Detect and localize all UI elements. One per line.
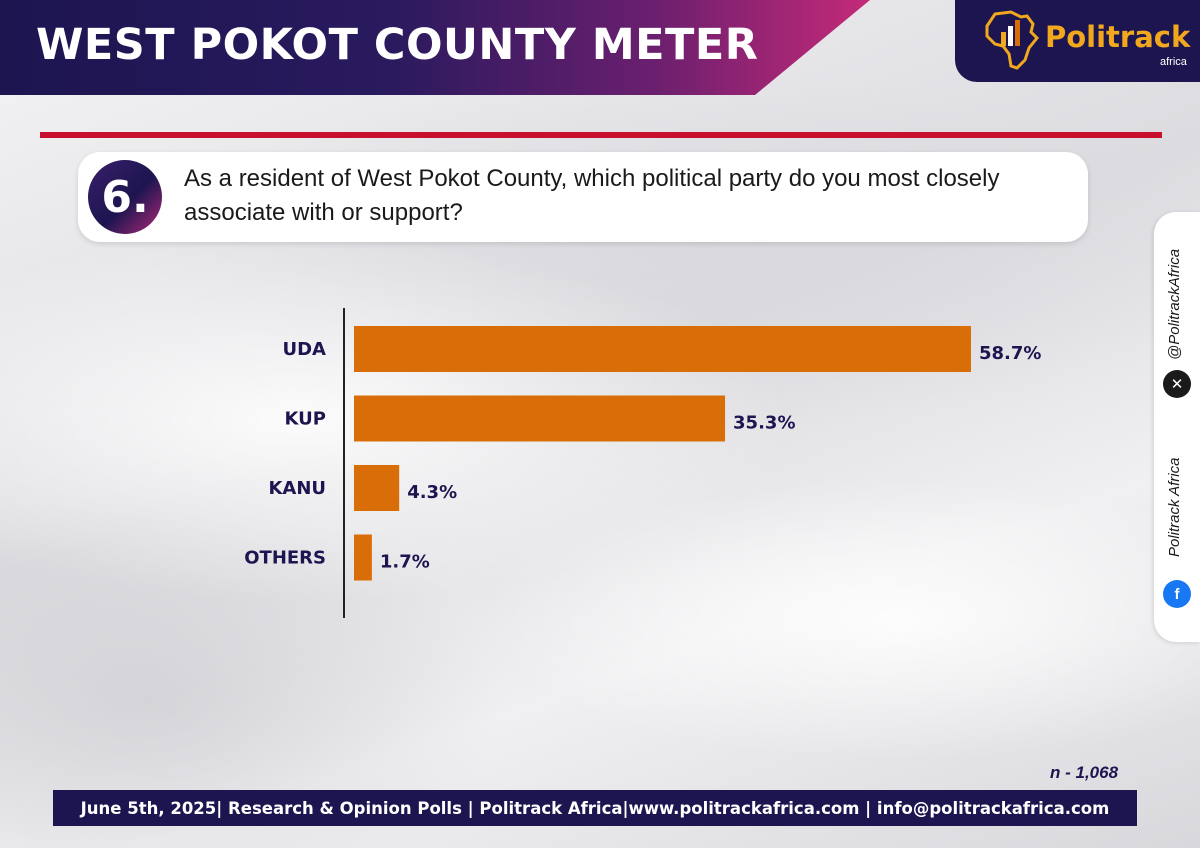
question-text: As a resident of West Pokot County, whic… <box>184 165 1000 226</box>
category-label-kup: KUP <box>285 409 326 430</box>
facebook-handle: Politrack Africa <box>1166 457 1183 557</box>
x-icon[interactable]: ✕ <box>1163 370 1191 398</box>
value-label-uda: 58.7% <box>979 343 1041 364</box>
africa-map-icon <box>985 10 1039 70</box>
category-label-kanu: KANU <box>268 478 326 499</box>
sample-size: n - 1,068 <box>1050 763 1119 782</box>
value-label-others: 1.7% <box>380 552 430 573</box>
bar-uda <box>354 326 971 372</box>
facebook-icon[interactable]: f <box>1163 580 1191 608</box>
bar-others <box>354 534 372 581</box>
bar-kanu <box>354 465 400 511</box>
page-title: WEST POKOT COUNTY METER <box>36 20 759 70</box>
question-card: 6. As a resident of West Pokot County, w… <box>78 152 1088 242</box>
brand-logo: Politrack africa <box>955 0 1200 82</box>
x-handle: @PolitrackAfrica <box>1166 248 1183 360</box>
footer-bar: June 5th, 2025| Research & Opinion Polls… <box>53 790 1137 826</box>
question-number: 6. <box>88 160 162 234</box>
social-strip: @PolitrackAfrica ✕ Politrack Africa f <box>1154 212 1200 642</box>
value-label-kanu: 4.3% <box>407 482 457 503</box>
divider-rule <box>40 132 1162 138</box>
header-banner <box>0 0 870 95</box>
category-label-others: OTHERS <box>244 548 326 569</box>
bar-kup <box>354 395 726 442</box>
category-label-uda: UDA <box>283 339 327 360</box>
value-label-kup: 35.3% <box>733 413 795 434</box>
brand-subtitle: africa <box>1160 56 1187 68</box>
brand-name: Politrack <box>1045 20 1191 54</box>
